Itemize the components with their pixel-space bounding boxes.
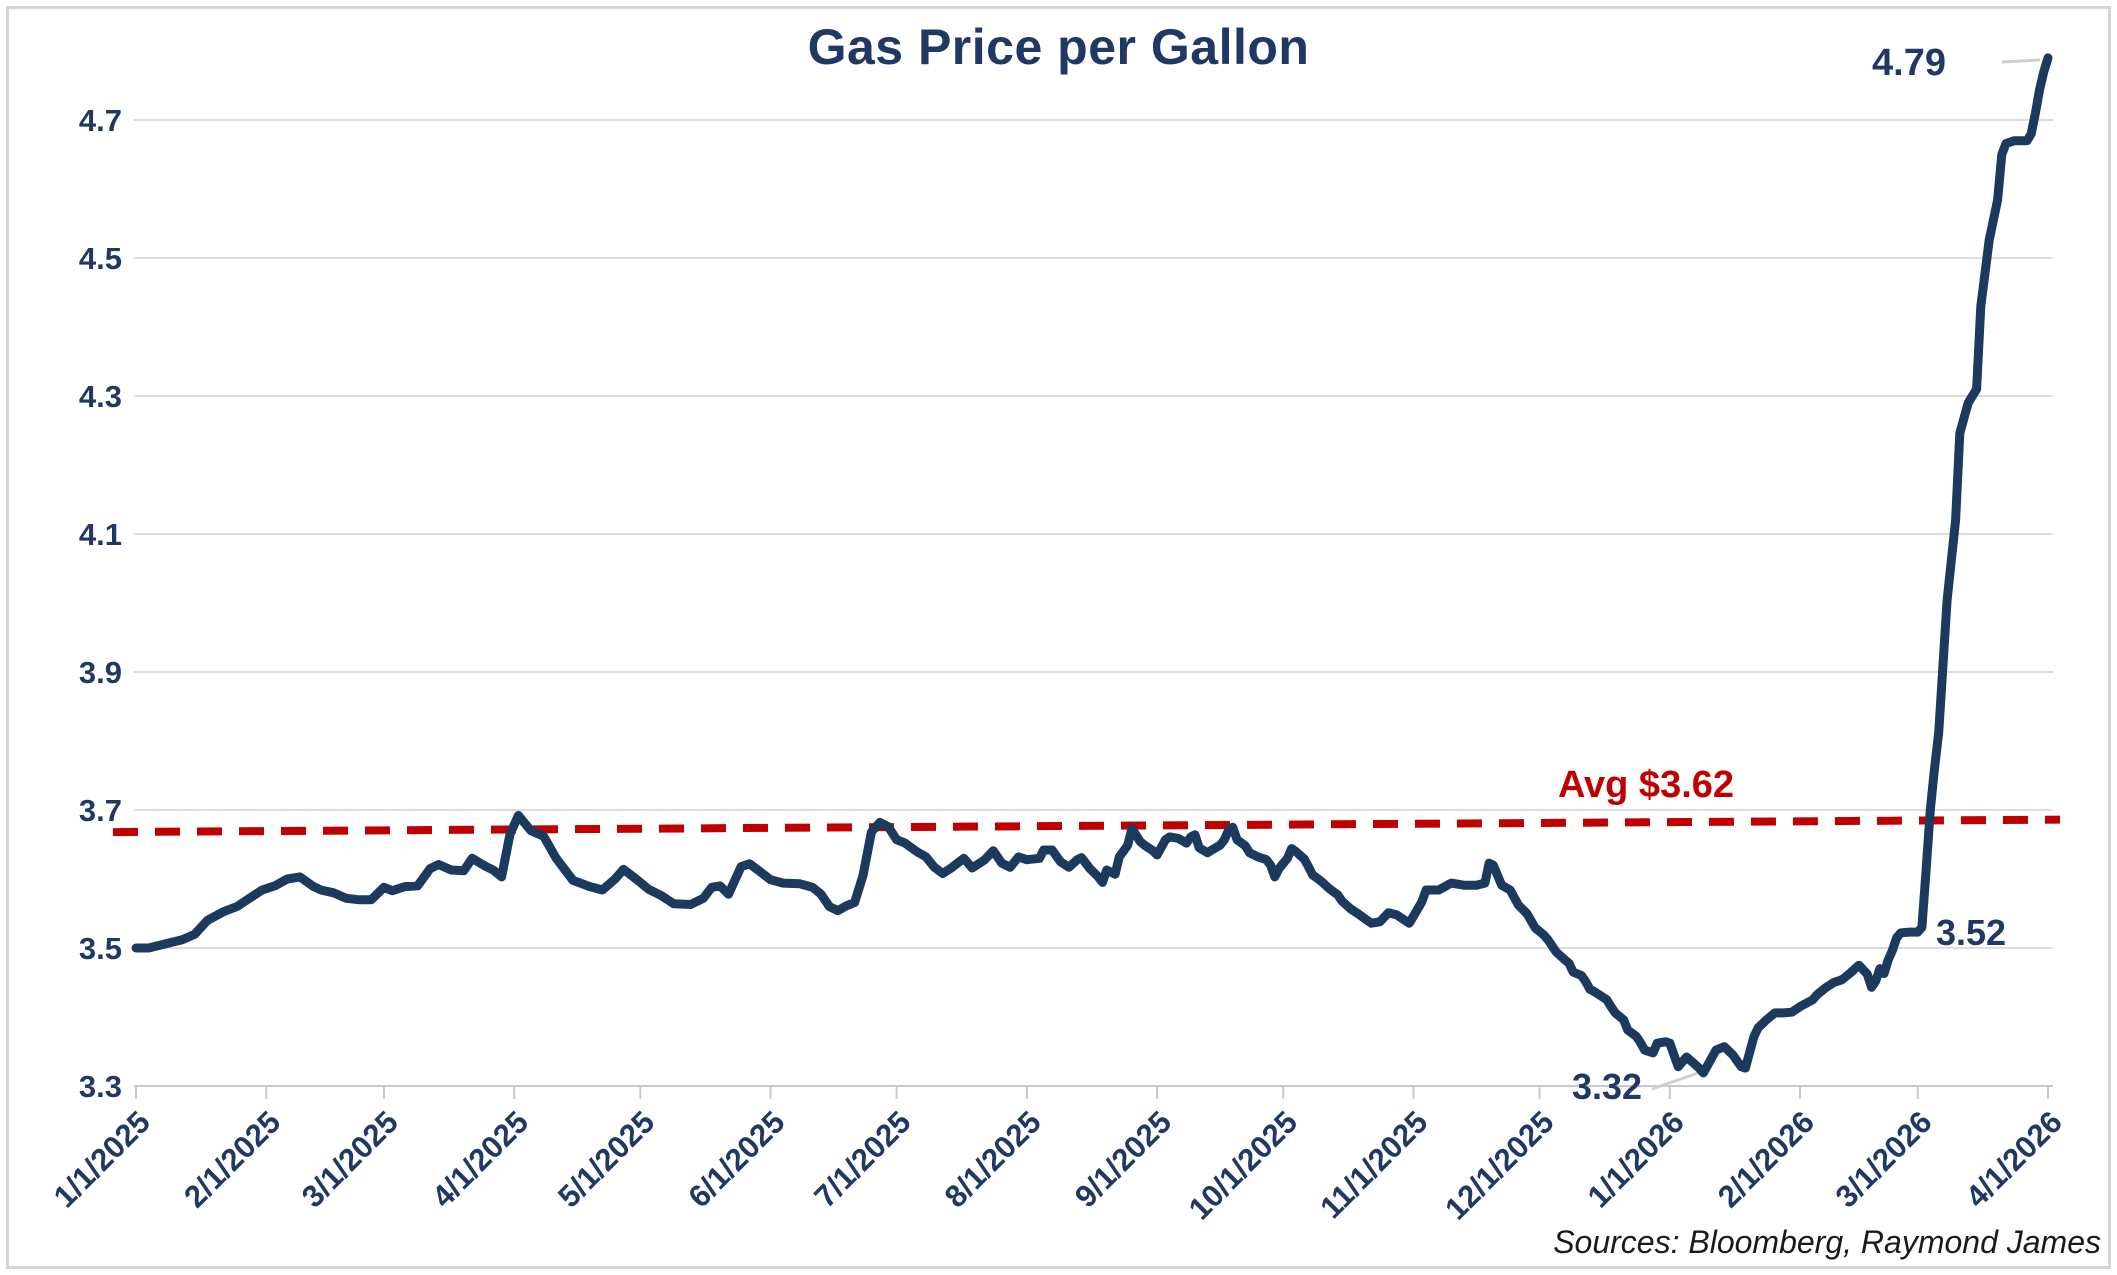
svg-text:2/1/2025: 2/1/2025 [177,1104,287,1214]
svg-text:3/1/2025: 3/1/2025 [295,1104,405,1214]
svg-text:8/1/2025: 8/1/2025 [938,1104,1048,1214]
svg-text:3.5: 3.5 [79,931,122,966]
svg-text:3.3: 3.3 [79,1069,122,1104]
svg-text:4/1/2025: 4/1/2025 [425,1104,535,1214]
svg-text:4.5: 4.5 [79,241,122,276]
average-line-label: Avg $3.62 [1558,764,1735,806]
svg-text:6/1/2025: 6/1/2025 [681,1104,791,1214]
svg-text:1/1/2026: 1/1/2026 [1581,1104,1691,1214]
annotation-pre-spike-value: 3.52 [1936,912,2007,953]
svg-text:12/1/2025: 12/1/2025 [1438,1104,1560,1226]
svg-text:4.1: 4.1 [79,517,122,552]
svg-text:3.9: 3.9 [79,655,122,690]
svg-text:9/1/2025: 9/1/2025 [1068,1104,1178,1214]
svg-text:4.7: 4.7 [79,103,122,138]
svg-text:4.3: 4.3 [79,379,122,414]
svg-text:2/1/2026: 2/1/2026 [1711,1104,1821,1214]
svg-text:5/1/2025: 5/1/2025 [551,1104,661,1214]
chart-title: Gas Price per Gallon [807,19,1310,75]
source-note: Sources: Bloomberg, Raymond James [1553,1224,2101,1260]
svg-text:4/1/2026: 4/1/2026 [1959,1104,2069,1214]
svg-text:7/1/2025: 7/1/2025 [807,1104,917,1214]
svg-text:10/1/2025: 10/1/2025 [1182,1104,1304,1226]
svg-text:3/1/2026: 3/1/2026 [1829,1104,1939,1214]
svg-text:3.7: 3.7 [79,793,122,828]
svg-text:11/1/2025: 11/1/2025 [1313,1104,1434,1225]
annotation-low-value: 3.32 [1572,1066,1643,1107]
annotation-high-value: 4.79 [1872,42,1946,84]
svg-text:1/1/2025: 1/1/2025 [47,1104,157,1214]
